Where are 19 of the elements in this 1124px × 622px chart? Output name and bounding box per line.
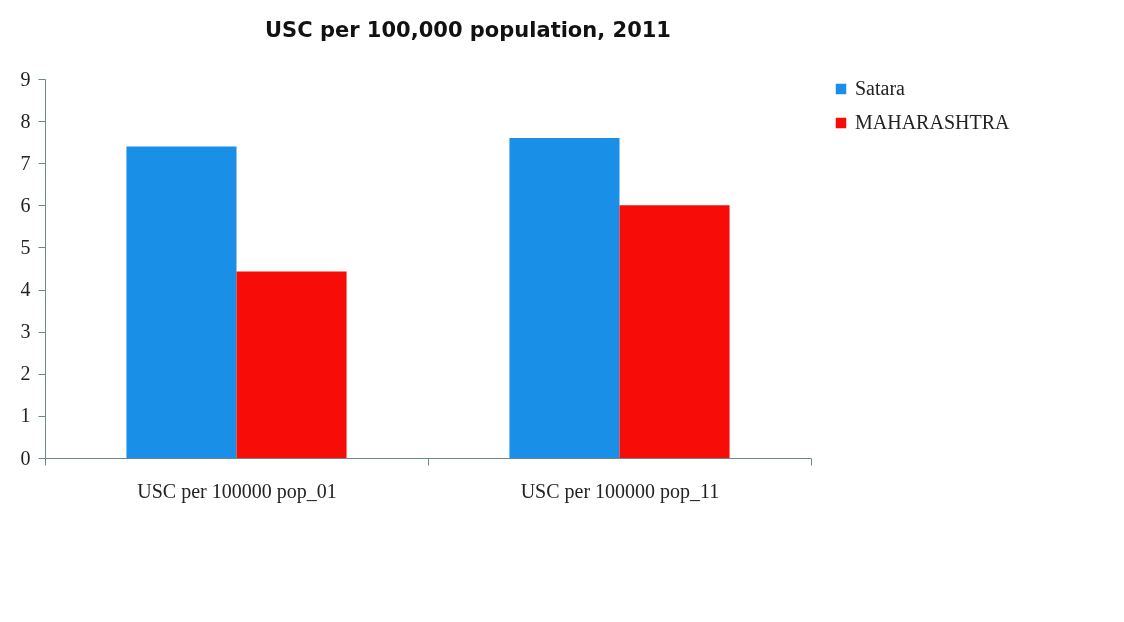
- y-tick-label: 7: [20, 151, 31, 174]
- bar: [236, 271, 347, 458]
- legend-label: Satara: [855, 77, 906, 99]
- chart-title: USC per 100,000 population, 2011: [265, 18, 671, 42]
- y-tick-label: 1: [20, 404, 31, 427]
- y-tick-label: 0: [20, 446, 31, 469]
- bar: [619, 205, 730, 458]
- y-tick-label: 6: [20, 193, 31, 216]
- bar: [126, 146, 237, 458]
- y-tick-label: 2: [20, 362, 31, 385]
- legend-label: MAHARASHTRA: [855, 111, 1011, 133]
- y-tick-label: 5: [20, 235, 31, 258]
- y-tick-label: 4: [20, 278, 31, 301]
- y-tick-label: 8: [20, 109, 31, 132]
- x-tick-label: USC per 100000 pop_11: [520, 479, 720, 503]
- y-tick-label: 9: [20, 67, 31, 90]
- y-tick-label: 3: [20, 320, 31, 343]
- x-tick-label: USC per 100000 pop_01: [137, 479, 337, 503]
- bar: [509, 137, 620, 458]
